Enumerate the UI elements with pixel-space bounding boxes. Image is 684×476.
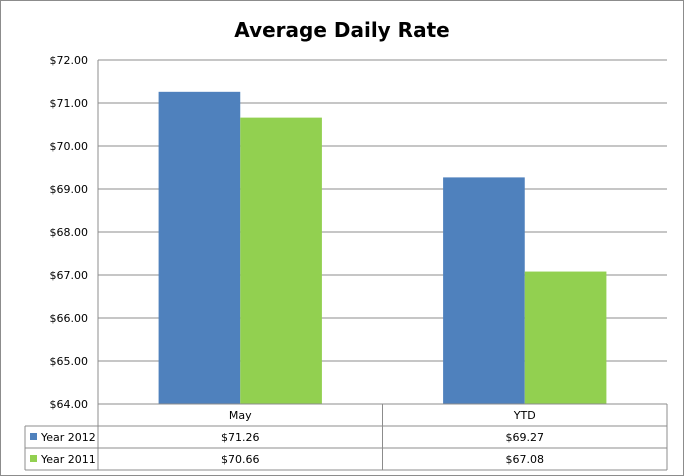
y-tick-label: $66.00 [50,312,89,325]
bar-1-0 [240,117,322,405]
bar-0-1 [443,177,525,404]
bar-1-1 [524,271,607,404]
y-tick-label: $67.00 [50,269,89,282]
data-label: $69.27 [506,431,545,444]
bar-0-0 [158,91,241,404]
y-tick-label: $65.00 [50,355,89,368]
legend-label: Year 2012 [40,431,96,444]
data-label: $70.66 [221,453,260,466]
category-label: YTD [513,409,536,422]
category-label: May [229,409,252,422]
data-label: $67.08 [506,453,545,466]
y-tick-label: $68.00 [50,226,89,239]
y-tick-label: $70.00 [50,140,89,153]
legend-label: Year 2011 [40,453,96,466]
legend-key-1 [30,455,37,462]
data-table: May YTD Year 2012 $71.26 $69.27 Year 2011 $70.… [24,403,668,471]
bar-layer [158,91,607,405]
y-tick-label: $71.00 [50,97,89,110]
legend-key-0 [30,433,37,440]
y-axis-ticks: $64.00 $65.00 $66.00 $67.00 $68.00 $69.00 $70.… [50,54,89,411]
y-tick-label: $64.00 [50,398,89,411]
y-tick-label: $69.00 [50,183,89,196]
data-label: $71.26 [221,431,260,444]
chart-title: Average Daily Rate [234,18,449,42]
y-tick-label: $72.00 [50,54,89,67]
